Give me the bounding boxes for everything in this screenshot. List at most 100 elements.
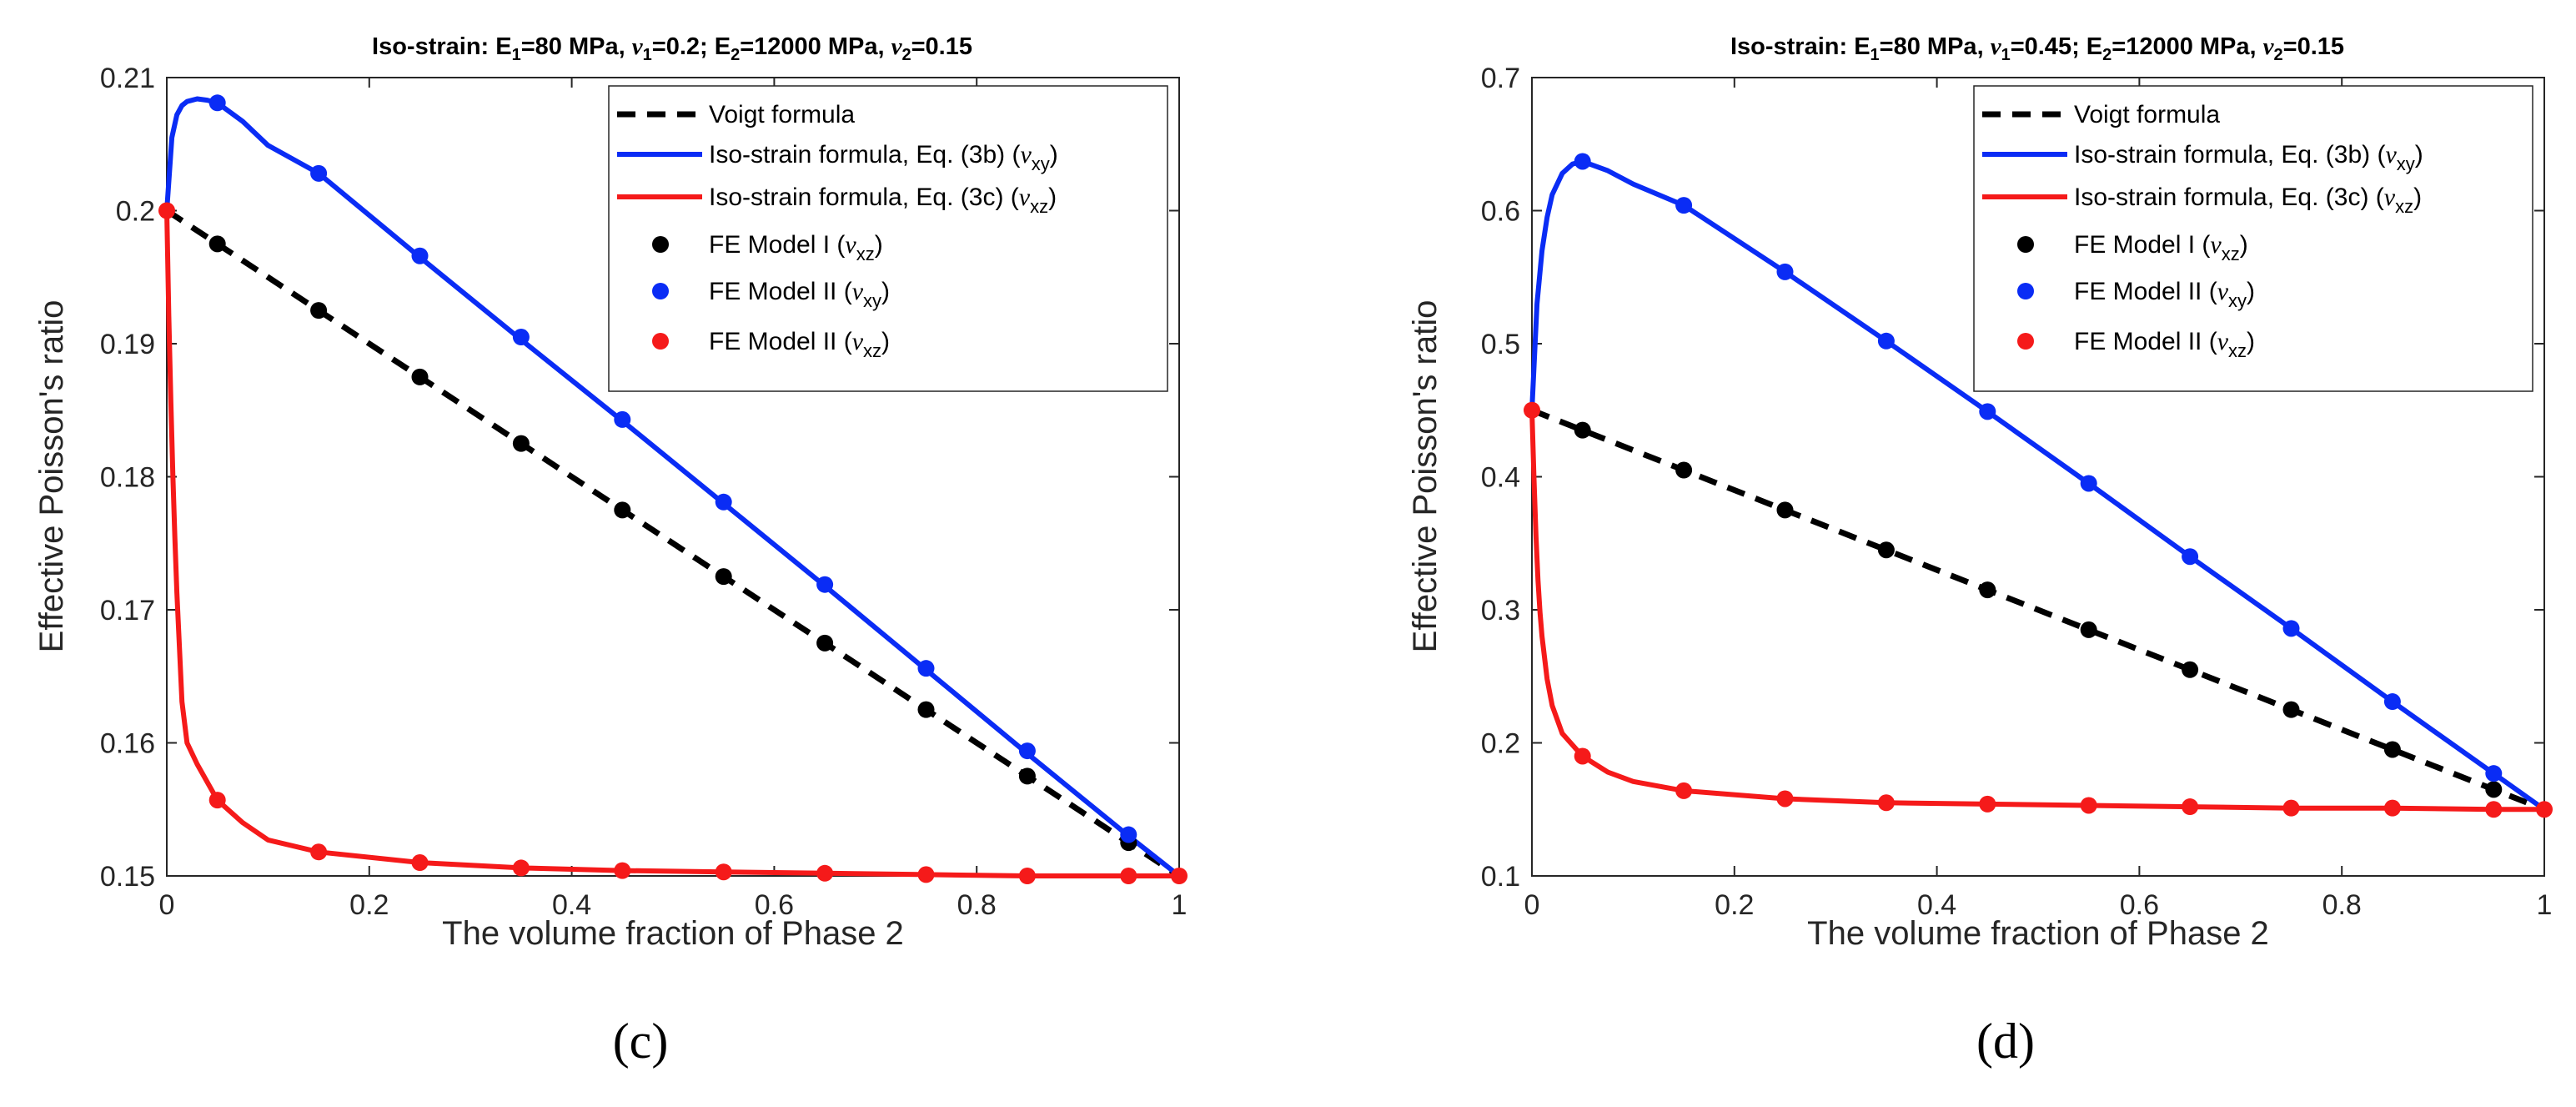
data-point [512,329,530,346]
data-point [1675,197,1693,214]
data-point [2485,765,2503,782]
x-tick-label: 0 [1524,889,1540,921]
legend-label: FE Model II (νxy) [709,278,890,311]
data-point [1979,403,1996,420]
legend-marker [652,283,669,299]
data-point [310,302,328,320]
legend-label: FE Model II (νxz) [709,328,890,361]
data-point [208,94,226,112]
legend-label: Iso-strain formula, Eq. (3c) (νxz) [2074,184,2422,217]
data-point [2080,621,2097,638]
data-point [411,854,429,872]
legend-label: Voigt formula [2074,101,2220,128]
legend-label: Iso-strain formula, Eq. (3b) (νxy) [709,141,1058,174]
x-tick-label: 0.2 [1715,889,1754,921]
data-point [2282,701,2300,718]
x-tick-label: 0.2 [349,889,389,921]
data-point [1675,461,1693,479]
chart-title: Iso-strain: E1=80 MPa, ν1=0.45; E2=12000… [1730,33,2344,64]
y-tick-label: 0.7 [1481,63,1520,94]
legend-label: Iso-strain formula, Eq. (3c) (νxz) [709,184,1057,217]
data-point [917,701,935,718]
data-point [816,634,834,652]
data-point [512,435,530,452]
data-point [2282,799,2300,817]
data-point [310,843,328,861]
x-tick-label: 1 [1172,889,1188,921]
data-point [2536,801,2553,818]
data-point [208,792,226,809]
data-point [1877,794,1895,812]
legend: Voigt formula Iso-strain formula, Eq. (3b… [608,85,1168,392]
series-line-1 [164,96,1182,878]
panel-label: (c) [613,1014,669,1069]
data-point [1574,421,1591,439]
chart-c: Iso-strain: E1=80 MPa, ν1=0.2; E2=12000 … [33,33,1188,1069]
data-point [2080,797,2097,814]
data-point [1979,795,1996,813]
y-tick-label: 0.6 [1481,196,1520,228]
data-point [411,368,429,385]
data-point [158,202,175,219]
data-point [917,866,935,883]
series-line-2 [164,208,1182,878]
data-point [208,235,226,253]
data-point [1574,747,1591,765]
data-point [917,660,935,677]
data-point [2383,741,2401,758]
y-tick-label: 0.15 [100,861,155,893]
data-point [1877,541,1895,559]
legend-marker [652,236,669,253]
y-tick-label: 0.1 [1481,861,1520,893]
chart-d: Iso-strain: E1=80 MPa, ν1=0.45; E2=12000… [1407,33,2553,1069]
data-point [2182,548,2199,566]
data-point [2485,781,2503,798]
data-point [614,862,631,879]
y-tick-label: 0.21 [100,63,155,94]
data-point [1120,868,1137,884]
legend-label: FE Model I (νxz) [709,231,883,264]
y-axis-label: Effective Poisson's ratio [1407,300,1444,653]
data-point [1776,263,1794,280]
data-point [715,493,732,511]
data-point [715,863,732,881]
y-tick-label: 0.2 [1481,728,1520,760]
data-point [2282,620,2300,637]
chart-title: Iso-strain: E1=80 MPa, ν1=0.2; E2=12000 … [372,33,972,64]
x-axis-label: The volume fraction of Phase 2 [1807,915,2269,952]
data-point [310,164,328,182]
panel-label: (d) [1976,1014,2035,1069]
data-point [816,576,834,593]
data-point [715,568,732,586]
x-tick-label: 1 [2537,889,2553,921]
data-point [1018,868,1036,884]
y-tick-label: 0.17 [100,595,155,626]
x-tick-label: 0.4 [552,889,591,921]
legend-label: Iso-strain formula, Eq. (3b) (νxy) [2074,141,2423,174]
x-tick-label: 0.8 [2322,889,2362,921]
y-tick-label: 0.18 [100,462,155,494]
legend: Voigt formula Iso-strain formula, Eq. (3b… [1973,85,2533,392]
data-point [1120,826,1137,843]
data-point [2383,799,2401,817]
data-point [1675,782,1693,799]
legend-marker [2017,236,2034,253]
data-point [2080,475,2097,492]
legend-marker [2017,333,2034,350]
x-tick-label: 0.8 [957,889,997,921]
data-point [816,864,834,882]
data-point [1776,790,1794,808]
y-tick-label: 0.16 [100,728,155,760]
legend-marker [2017,283,2034,299]
data-point [1524,401,1540,419]
series-line-1 [1529,159,2547,813]
legend-label: FE Model II (νxy) [2074,278,2255,311]
x-axis-label: The volume fraction of Phase 2 [442,915,904,952]
data-point [1776,501,1794,519]
data-point [1171,868,1188,884]
data-point [2383,693,2401,711]
y-tick-label: 0.5 [1481,329,1520,360]
x-tick-label: 0.6 [2120,889,2159,921]
data-point [2485,801,2503,818]
